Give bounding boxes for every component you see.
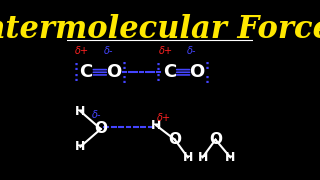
Text: :: : (73, 71, 78, 84)
Text: :: : (156, 60, 161, 73)
Text: O: O (106, 63, 121, 81)
Text: :: : (121, 59, 126, 72)
Text: :: : (205, 59, 210, 72)
Text: δ-: δ- (187, 46, 196, 56)
Text: δ+: δ+ (156, 113, 171, 123)
Text: H: H (151, 119, 162, 132)
Text: H: H (75, 140, 85, 153)
Text: :: : (156, 71, 161, 84)
Text: :: : (73, 60, 78, 73)
Text: O: O (189, 63, 205, 81)
Text: H: H (75, 105, 85, 118)
Text: H: H (197, 151, 208, 164)
Text: δ-: δ- (92, 110, 102, 120)
Text: δ+: δ+ (75, 46, 89, 56)
Text: O: O (209, 132, 222, 147)
Text: δ-: δ- (103, 46, 113, 56)
Text: :: : (121, 73, 126, 86)
Text: C: C (79, 63, 92, 81)
Text: δ+: δ+ (158, 46, 172, 56)
Text: C: C (163, 63, 176, 81)
Text: Intermolecular Forces: Intermolecular Forces (0, 14, 320, 45)
Text: :: : (205, 73, 210, 86)
Text: H: H (183, 151, 193, 164)
Text: O: O (168, 132, 181, 147)
Text: H: H (225, 151, 236, 164)
Text: O: O (94, 122, 107, 136)
